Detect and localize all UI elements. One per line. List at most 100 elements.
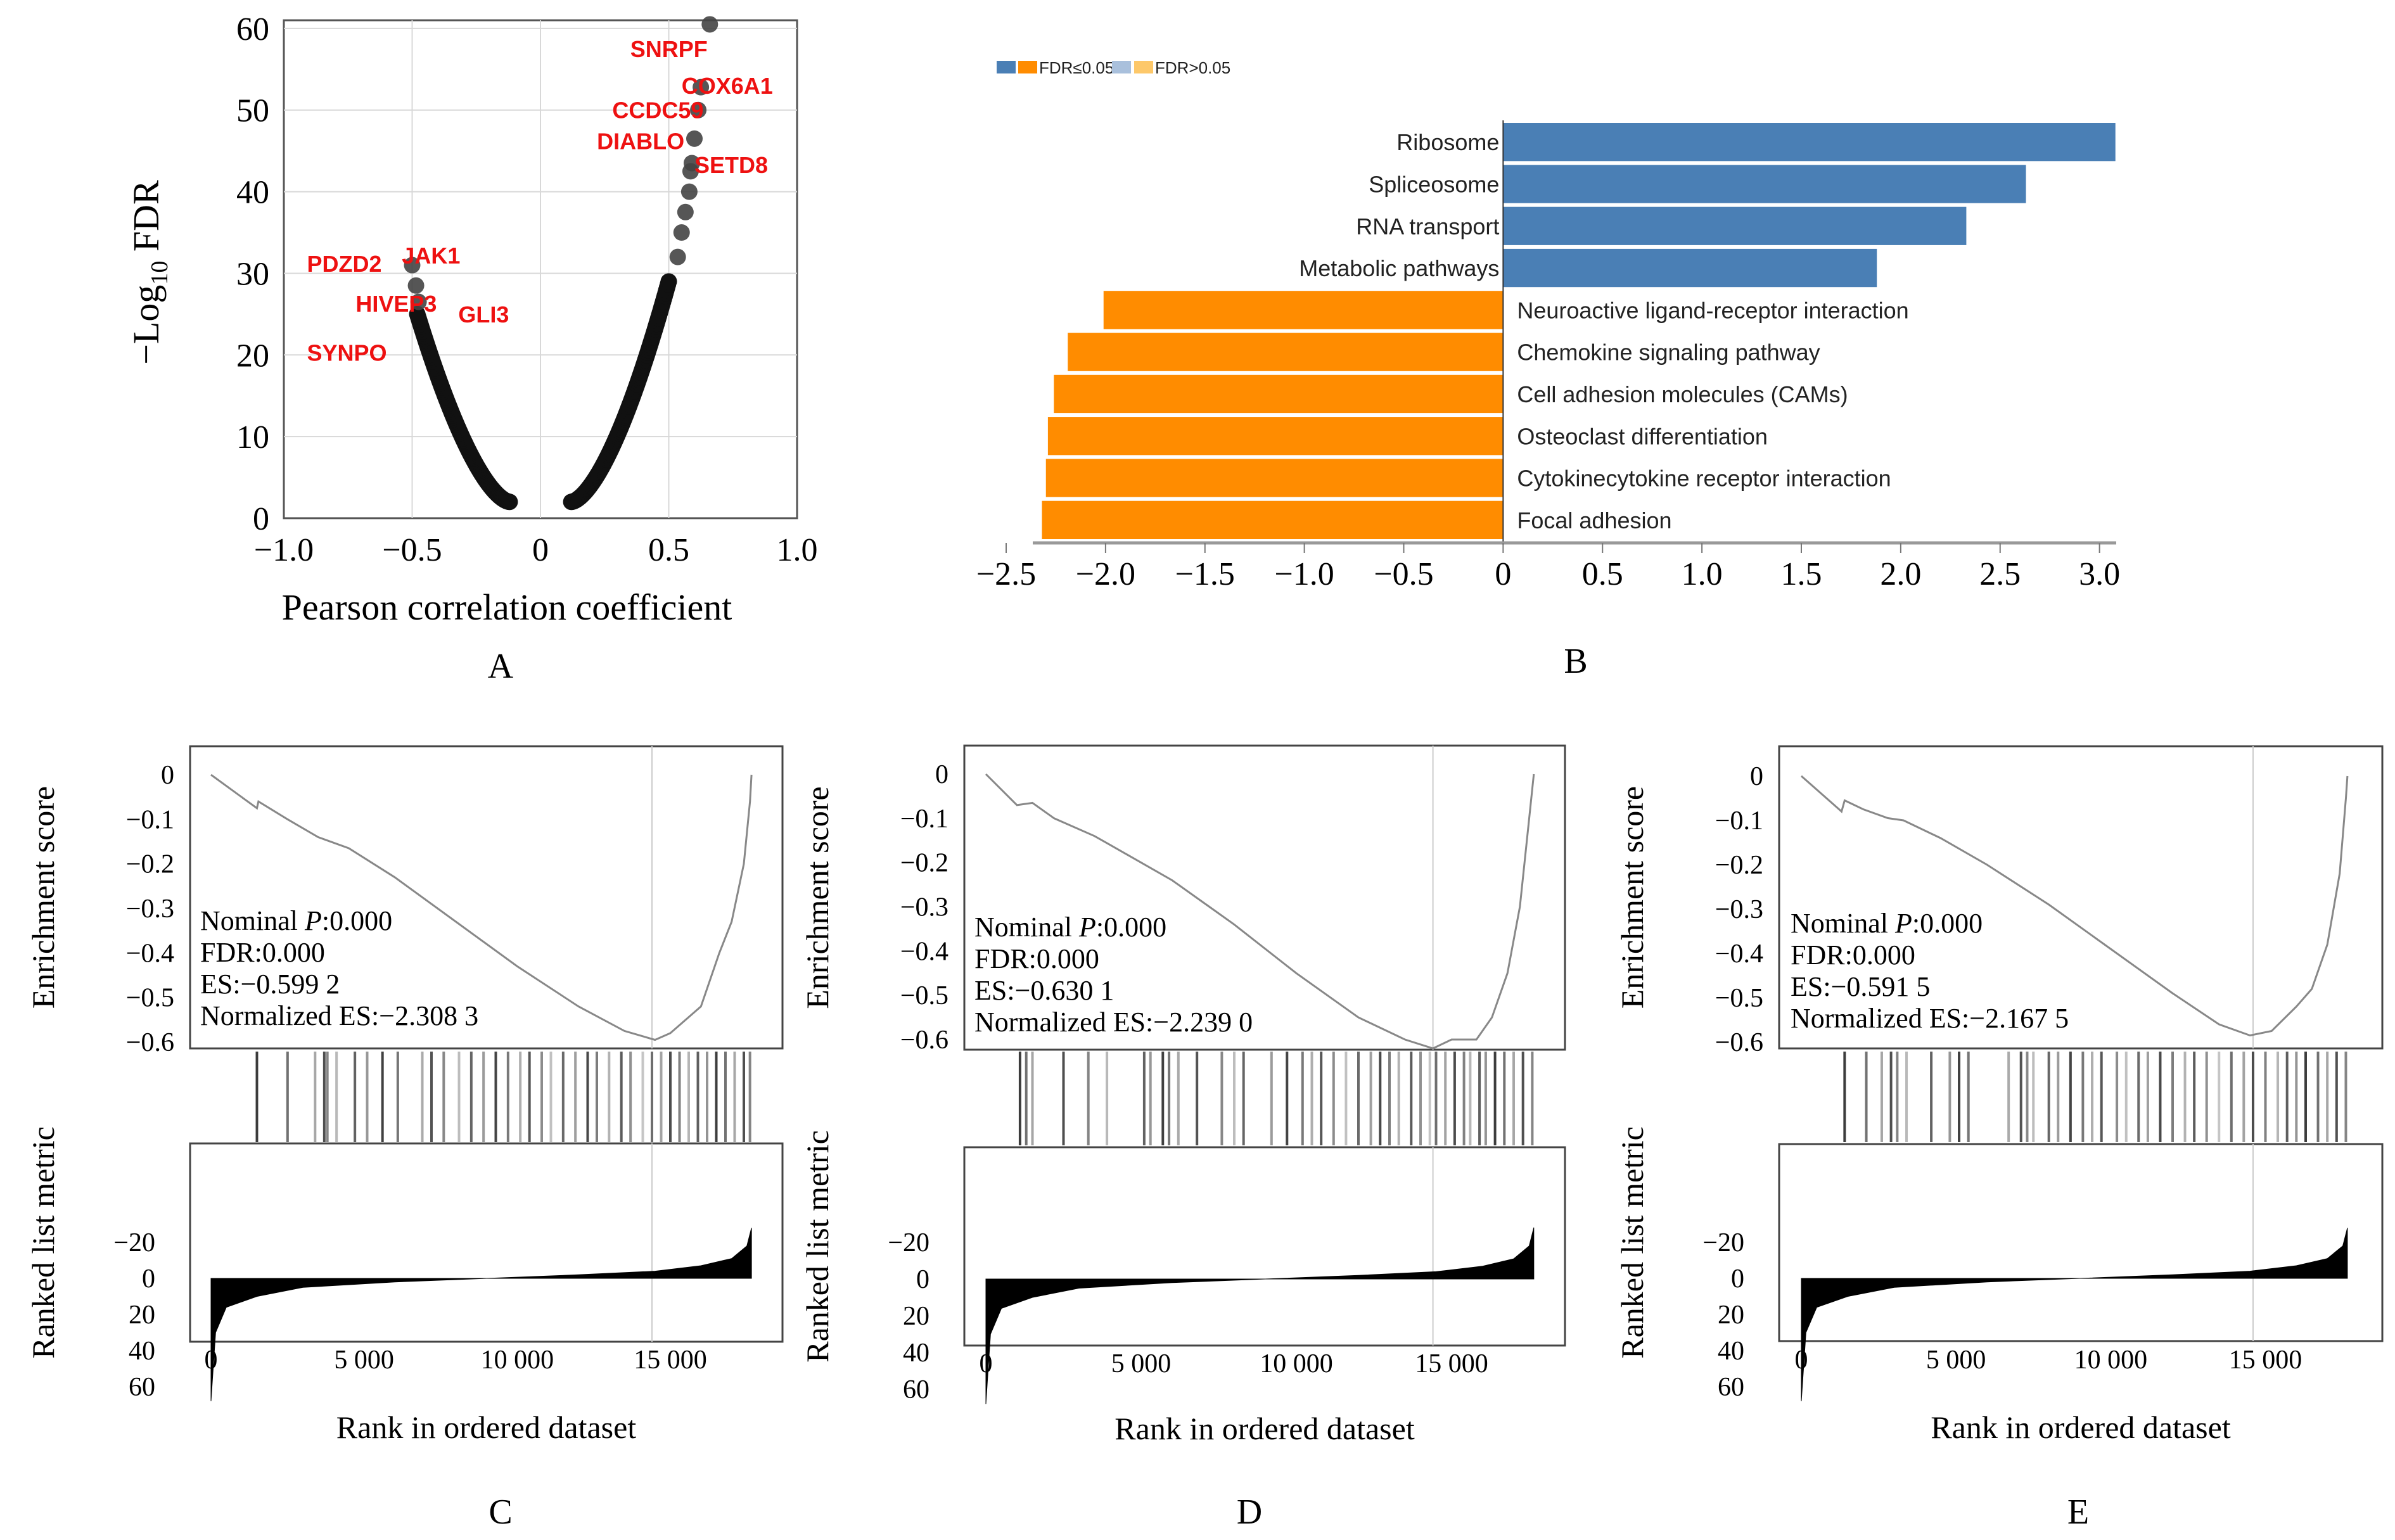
- panel-label-d: D: [1237, 1492, 1262, 1532]
- x-tick-label: 5 000: [1111, 1349, 1172, 1378]
- stat-es: ES:−0.599 2: [200, 969, 340, 1000]
- legend-swatch: [997, 61, 1016, 73]
- panel-label-c: C: [489, 1492, 512, 1532]
- bar: [1503, 165, 2026, 203]
- stat-nominal-p-prefix: Nominal: [1791, 908, 1895, 939]
- x-tick-label: 10 000: [1260, 1349, 1333, 1378]
- stat-nominal-p-prefix: Nominal: [974, 912, 1079, 943]
- x-tick-label: −1.5: [1175, 556, 1235, 592]
- x-tick-label: 10 000: [481, 1346, 554, 1375]
- es-y-tick-label: −0.1: [126, 805, 174, 834]
- y-tick-label: 20: [236, 338, 269, 374]
- ranked-metric-plot-area: [1778, 1143, 2384, 1342]
- x-tick-label: 10 000: [2074, 1346, 2148, 1375]
- metric-y-tick-label: 60: [1718, 1373, 1744, 1402]
- ranked-metric-area: [1801, 1228, 2348, 1401]
- x-tick-label: 0.5: [1582, 556, 1623, 592]
- stat-nes: Normalized ES:−2.167 5: [1791, 1003, 2069, 1034]
- x-tick-label: 5 000: [1926, 1346, 1986, 1375]
- x-tick-label: −1.0: [254, 532, 314, 568]
- metric-y-tick-label: −20: [1702, 1228, 1744, 1257]
- ranked-metric-plot-area: [189, 1142, 784, 1343]
- legend-swatch: [1018, 61, 1037, 73]
- stat-nes: Normalized ES:−2.239 0: [974, 1007, 1253, 1038]
- scatter-point-highlight: [682, 163, 699, 180]
- bar-category-label: Chemokine signaling pathway: [1517, 340, 1820, 366]
- panel-e-gsea-plot: 0 −0.1 −0.2 −0.3 −0.4 −0.5 −0.6 Enrichment scor…: [1614, 745, 2384, 1532]
- es-y-tick-label: −0.1: [900, 805, 948, 834]
- bar-category-label: Osteoclast differentiation: [1517, 423, 1768, 449]
- y-tick-labels: 0 10 20 30 40 50 60: [236, 11, 269, 537]
- bar: [1047, 417, 1504, 455]
- es-y-axis-label: Enrichment score: [1614, 786, 1650, 1009]
- scatter-point-highlight: [404, 257, 421, 274]
- x-tick-label: 1.0: [1682, 556, 1723, 592]
- scatter-point-highlight: [410, 293, 427, 310]
- metric-y-tick-label: −20: [113, 1228, 155, 1257]
- stat-nominal-p: Nominal P:0.000: [200, 905, 392, 936]
- metric-y-tick-label: 0: [142, 1264, 155, 1294]
- ranked-metric-area: [210, 1228, 752, 1401]
- bar: [1503, 123, 2116, 162]
- panel-d-gsea-plot: 0 −0.1 −0.2 −0.3 −0.4 −0.5 −0.6 Enrichment scor…: [800, 744, 1566, 1532]
- stat-fdr: FDR:0.000: [974, 943, 1099, 974]
- x-tick-label: 2.0: [1880, 556, 1921, 592]
- scatter-point-negative: [409, 305, 426, 322]
- es-y-tick-label: −0.5: [1715, 984, 1763, 1013]
- gene-label: SYNPO: [307, 340, 386, 366]
- x-tick-label: 5 000: [334, 1346, 394, 1375]
- x-axis-label: Pearson correlation coefficient: [282, 587, 732, 628]
- y-tick-label: 30: [236, 256, 269, 292]
- es-y-tick-label: −0.3: [900, 893, 948, 922]
- y-tick-label: 10: [236, 419, 269, 455]
- x-tick-label: 2.5: [1979, 556, 2021, 592]
- es-y-axis-label: Enrichment score: [800, 786, 835, 1009]
- es-y-tick-label: 0: [935, 760, 948, 789]
- panel-label-b: B: [1564, 642, 1587, 681]
- es-y-tick-label: −0.5: [900, 981, 948, 1010]
- stat-nominal-p-symbol: P: [304, 905, 322, 936]
- es-y-axis-label: Enrichment score: [25, 786, 61, 1009]
- metric-y-tick-label: 20: [903, 1302, 929, 1331]
- metric-y-tick-label: 20: [129, 1301, 155, 1330]
- bar: [1503, 248, 1877, 288]
- panel-c-gsea-plot: 0 −0.1 −0.2 −0.3 −0.4 −0.5 −0.6 Enrichment scor…: [25, 745, 784, 1532]
- legend-swatch: [1134, 61, 1153, 73]
- metric-y-tick-label: 60: [129, 1373, 155, 1402]
- stat-nominal-p-value: :0.000: [1912, 908, 1983, 939]
- panel-label-a: A: [488, 647, 514, 686]
- scatter-point-highlight: [701, 16, 718, 33]
- x-tick-label: 1.0: [777, 532, 818, 568]
- gene-label: SNRPF: [630, 36, 708, 62]
- metric-y-tick-label: 0: [916, 1265, 929, 1294]
- y-tick-label: 50: [236, 93, 269, 129]
- bar: [1042, 500, 1504, 539]
- stat-fdr: FDR:0.000: [200, 937, 325, 968]
- enrichment-plot-area: [189, 745, 784, 1050]
- es-y-tick-label: 0: [161, 761, 174, 790]
- x-tick-label: 1.5: [1781, 556, 1822, 592]
- legend-label: FDR>0.05: [1155, 58, 1230, 77]
- es-y-tick-label: −0.4: [1715, 939, 1763, 969]
- panel-b-pathway-bar-chart: FDR≤0.05 FDR>0.05 Ribosome Spliceosome RNA …: [976, 58, 2120, 681]
- x-tick-label: 0: [532, 532, 549, 568]
- x-tick-label: 0.5: [648, 532, 689, 568]
- bar-category-label: Cell adhesion molecules (CAMs): [1517, 381, 1848, 407]
- gene-label: DIABLO: [597, 129, 684, 155]
- stat-nominal-p: Nominal P:0.000: [974, 912, 1166, 943]
- metric-y-tick-label: 40: [1718, 1337, 1744, 1366]
- x-tick-label: −1.0: [1274, 556, 1334, 592]
- bars: Ribosome Spliceosome RNA transport Metaboli…: [1042, 120, 2116, 545]
- es-y-tick-label: −0.2: [900, 849, 948, 878]
- bar-category-label: Focal adhesion: [1517, 507, 1671, 533]
- bar: [1103, 291, 1504, 329]
- metric-y-tick-label: 60: [903, 1375, 929, 1404]
- y-axis-label: −Log10 FDR: [125, 180, 173, 365]
- bar-category-label: Spliceosome: [1369, 171, 1499, 197]
- enrichment-score-line: [985, 773, 1535, 1050]
- es-y-tick-label: −0.3: [126, 894, 174, 924]
- x-tick-label: 15 000: [2229, 1346, 2302, 1375]
- enrichment-score-line: [210, 773, 753, 1041]
